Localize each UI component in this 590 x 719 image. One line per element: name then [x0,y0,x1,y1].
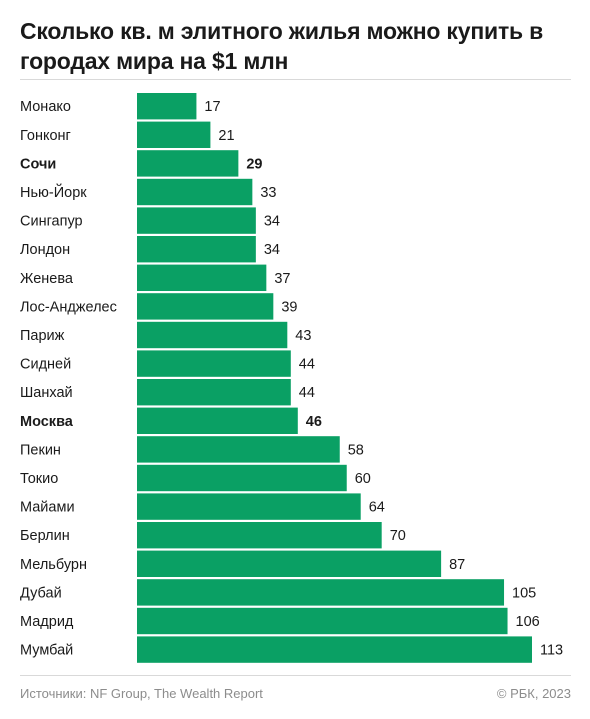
category-label: Токио [20,471,58,487]
value-label: 39 [281,299,297,315]
category-label: Майами [20,500,75,516]
category-label: Сочи [20,156,56,172]
bar [137,607,508,635]
value-label: 105 [512,585,536,601]
category-label: Женева [20,271,74,287]
value-label: 44 [299,357,315,373]
bar [137,150,239,177]
source-note: Источники: NF Group, The Wealth Report [20,686,263,701]
category-label: Лондон [20,242,70,258]
value-label: 44 [299,385,315,401]
category-label: Мумбай [20,643,73,659]
bar [137,236,256,263]
bar [137,121,211,148]
value-label: 46 [306,414,322,430]
bar [137,178,253,206]
bar [137,264,267,291]
value-label: 60 [355,471,371,487]
category-label: Пекин [20,442,61,458]
bar [137,207,256,234]
value-label: 34 [264,242,280,258]
value-label: 33 [260,185,276,201]
chart-title: Сколько кв. м элитного жилья можно купит… [20,18,544,74]
value-label: 29 [246,156,262,172]
bar [137,436,340,463]
bar [137,522,382,549]
bar [137,93,197,120]
category-label: Мадрид [20,614,74,630]
category-label: Берлин [20,528,70,544]
copyright: © РБК, 2023 [496,686,571,701]
category-label: Лос-Анджелес [20,299,117,315]
top-divider [20,79,571,80]
bottom-divider [20,675,571,676]
value-label: 17 [204,99,220,115]
value-label: 87 [449,557,465,573]
bar [137,636,532,663]
category-label: Нью-Йорк [20,183,87,201]
bar [137,493,361,520]
category-label: Мельбурн [20,557,87,573]
category-label: Сингапур [20,214,83,230]
bar [137,293,274,320]
bar [137,579,505,606]
category-label: Москва [20,414,74,430]
value-label: 21 [218,128,234,144]
value-label: 58 [348,442,364,458]
value-label: 70 [390,528,406,544]
value-label: 43 [295,328,311,344]
bar [137,407,298,434]
value-label: 37 [274,271,290,287]
bar [137,379,291,406]
value-label: 113 [540,643,563,659]
value-label: 106 [516,614,540,630]
category-label: Шанхай [20,385,73,401]
bar [137,350,291,377]
bar [137,464,347,492]
bar [137,550,442,577]
category-label: Монако [20,99,71,115]
bar [137,321,288,349]
category-label: Сидней [20,357,71,373]
value-label: 34 [264,214,280,230]
category-label: Париж [20,328,65,344]
category-label: Гонконг [20,128,71,144]
category-label: Дубай [20,585,62,601]
value-label: 64 [369,500,385,516]
